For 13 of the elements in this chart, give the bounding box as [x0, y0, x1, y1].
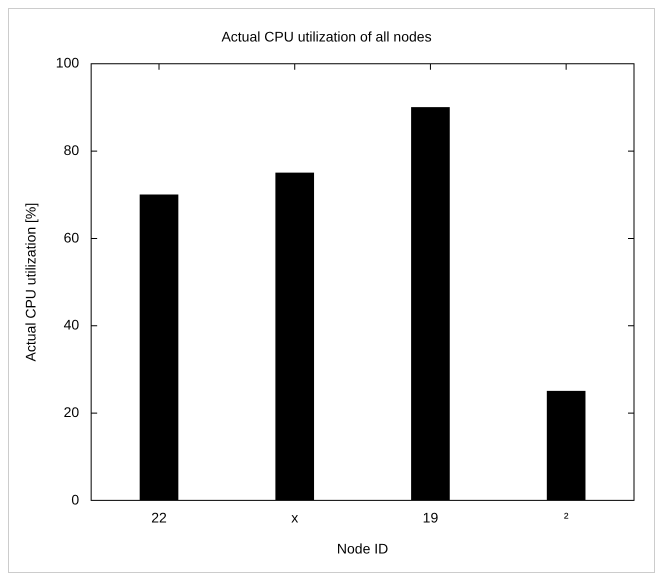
- y-tick-label: 20: [64, 404, 80, 420]
- x-tick-label: 22: [151, 510, 168, 526]
- chart-title: Actual CPU utilization of all nodes: [221, 28, 432, 44]
- y-tick-label: 60: [64, 229, 80, 246]
- y-tick-label: 40: [64, 316, 80, 333]
- y-tick-label: 0: [71, 491, 80, 508]
- y-tick-label: 100: [56, 54, 80, 71]
- x-tick-label: ²: [564, 510, 569, 526]
- y-axis-title: Actual CPU utilization [%]: [22, 202, 38, 362]
- x-axis-title: Node ID: [336, 540, 388, 556]
- y-tick-label: 80: [64, 142, 80, 158]
- x-tick-label: x: [291, 510, 298, 526]
- x-tick-label: 19: [422, 510, 438, 526]
